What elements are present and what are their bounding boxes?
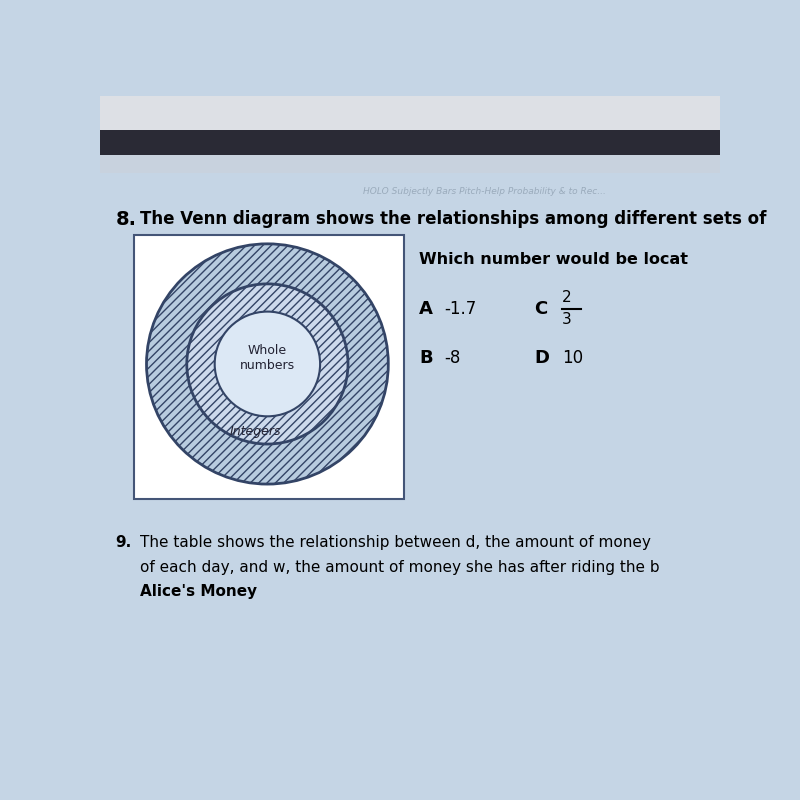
Text: 2: 2 xyxy=(562,290,571,305)
Bar xyxy=(100,130,720,154)
Text: of each day, and w, the amount of money she has after riding the b: of each day, and w, the amount of money … xyxy=(140,560,660,574)
Text: 10: 10 xyxy=(562,349,583,366)
Text: Which number would be locat: Which number would be locat xyxy=(419,252,688,266)
Circle shape xyxy=(214,312,320,416)
Text: Whole
numbers: Whole numbers xyxy=(240,344,295,372)
Text: 9.: 9. xyxy=(115,535,132,550)
Bar xyxy=(100,96,720,130)
Text: Alice's Money: Alice's Money xyxy=(140,584,258,599)
Text: B: B xyxy=(419,349,433,366)
Text: 3: 3 xyxy=(562,312,572,327)
Text: The Venn diagram shows the relationships among different sets of: The Venn diagram shows the relationships… xyxy=(140,210,766,228)
Bar xyxy=(134,234,404,499)
Text: -8: -8 xyxy=(444,349,461,366)
Circle shape xyxy=(186,284,348,444)
Text: A: A xyxy=(419,299,433,318)
Bar xyxy=(100,154,720,173)
Circle shape xyxy=(146,244,388,484)
Text: 8.: 8. xyxy=(115,210,137,229)
Text: Integers: Integers xyxy=(230,426,281,438)
Text: D: D xyxy=(534,349,549,366)
Text: -1.7: -1.7 xyxy=(444,299,476,318)
Text: HOLO Subjectly Bars Pitch-Help Probability & to Rec...: HOLO Subjectly Bars Pitch-Help Probabili… xyxy=(363,187,606,196)
Text: C: C xyxy=(534,299,547,318)
Text: The table shows the relationship between d, the amount of money: The table shows the relationship between… xyxy=(140,535,651,550)
